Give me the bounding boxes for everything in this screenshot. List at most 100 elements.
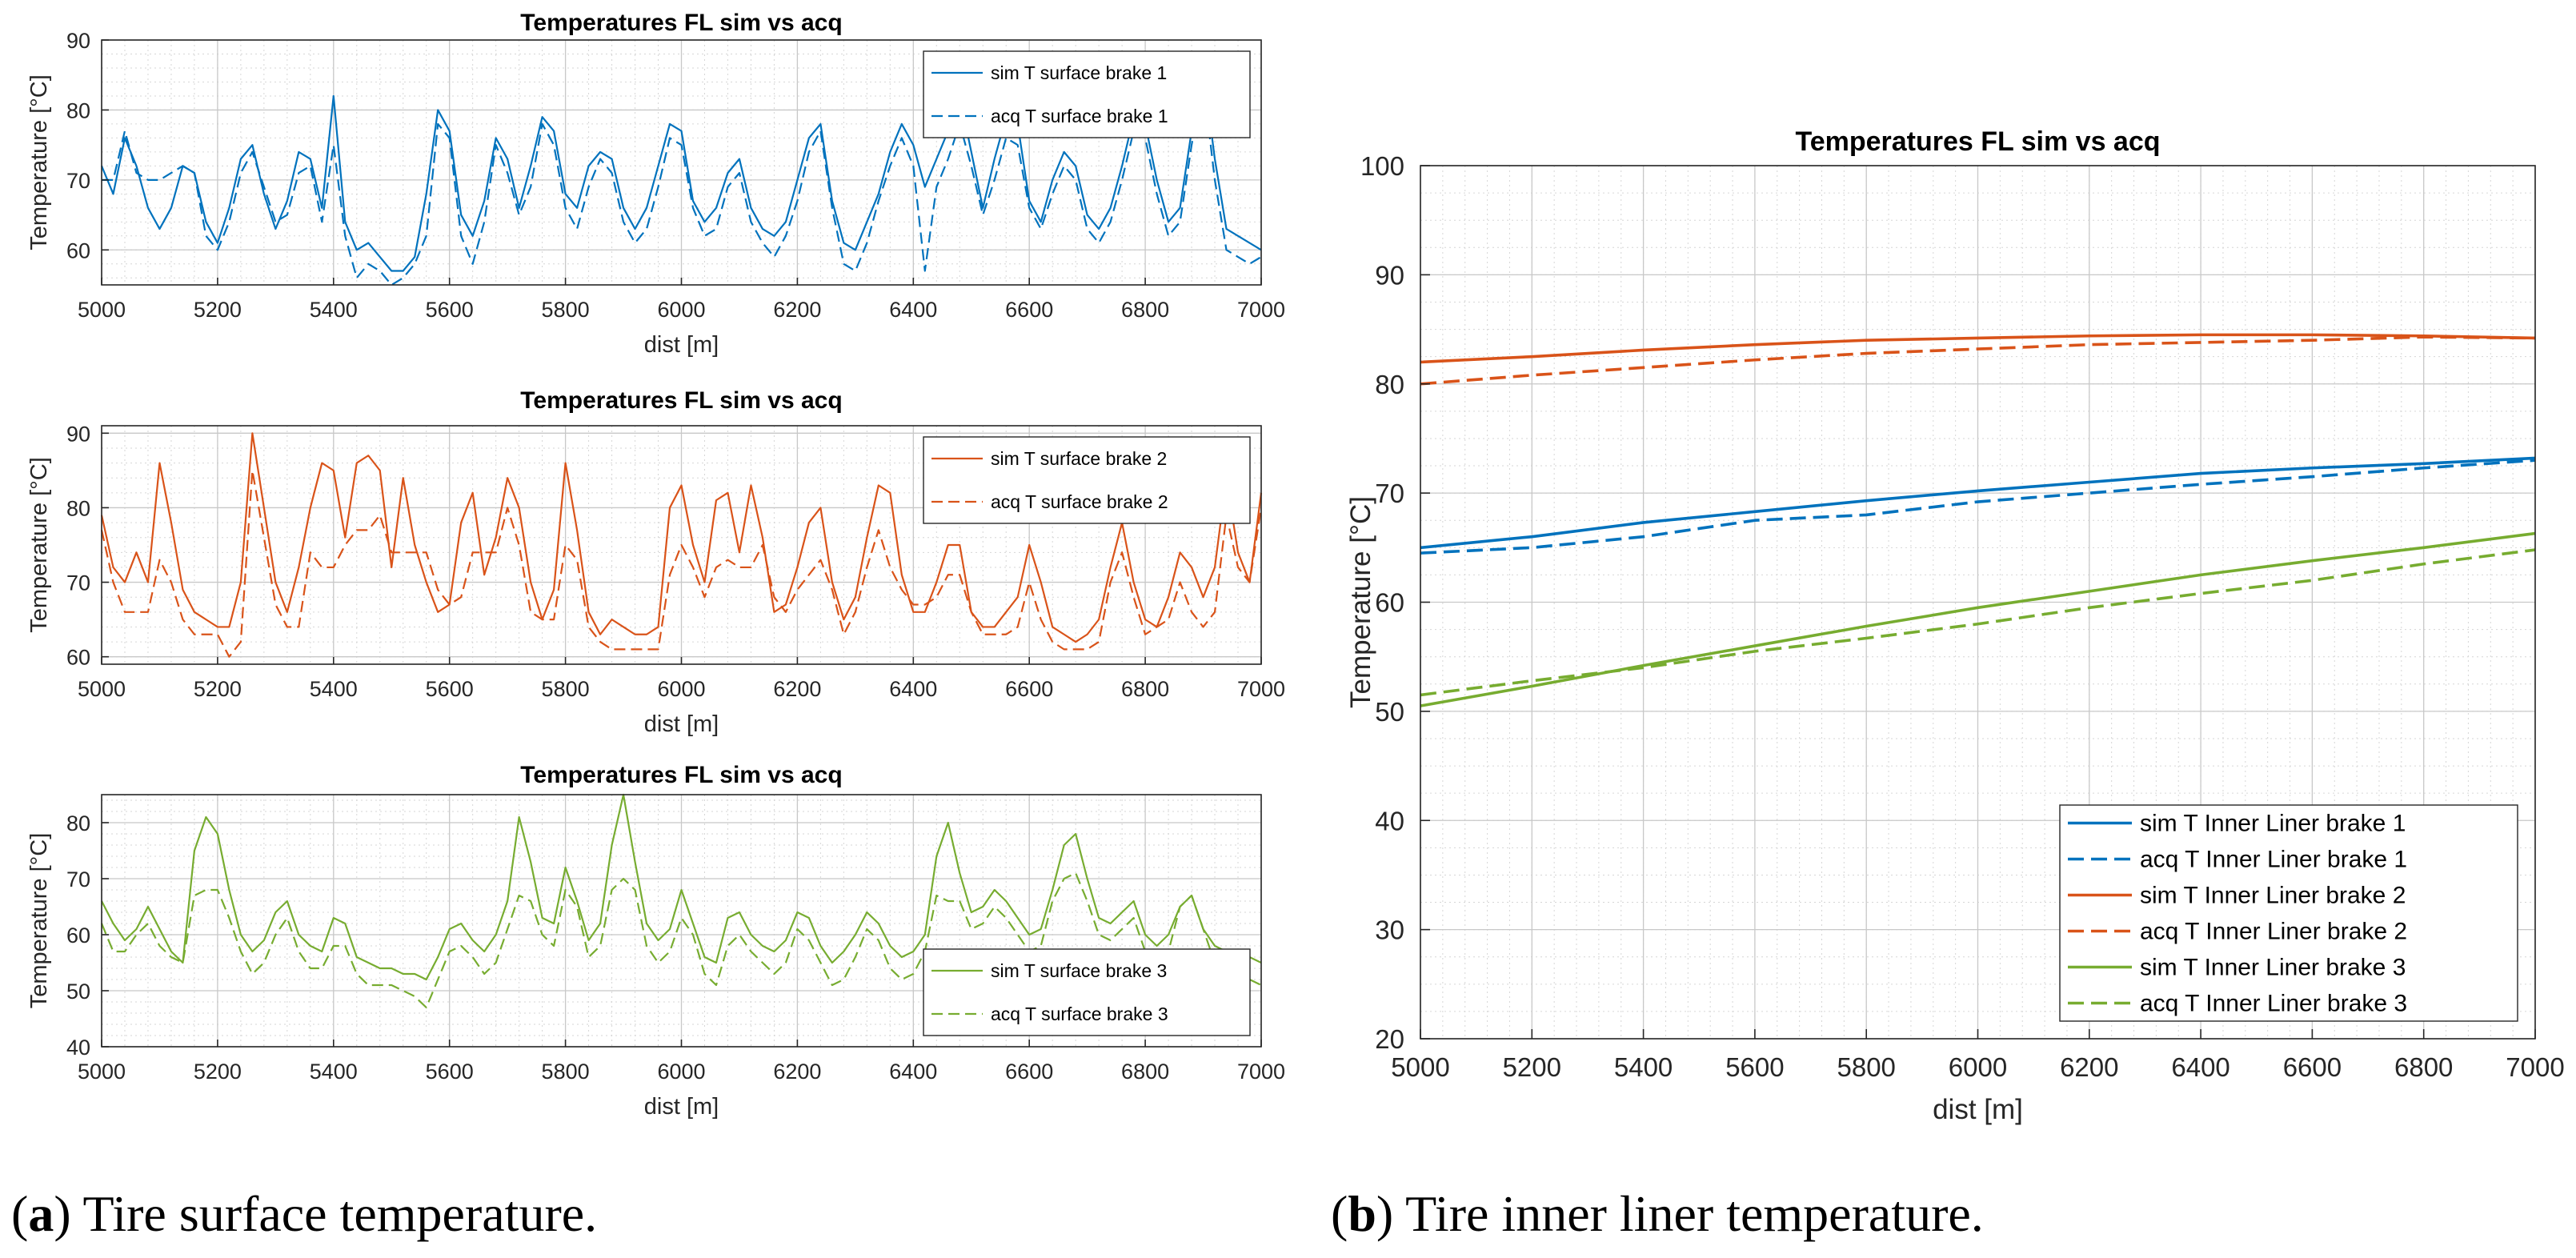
x-tick-label: 5800	[542, 677, 590, 701]
legend-label-2: acq T surface brake 1	[991, 106, 1168, 126]
series-line-2	[100, 469, 1263, 658]
series-line-2	[1420, 459, 2536, 555]
series-line-2	[100, 871, 1262, 1009]
y-tick-label: 70	[1375, 479, 1404, 508]
x-tick-label: 6200	[773, 298, 821, 322]
x-tick-label: 6200	[773, 677, 821, 701]
chart-title: Temperatures FL sim vs acq	[520, 10, 842, 36]
legend-label-1: sim T Inner Liner brake 1	[2140, 811, 2406, 837]
legend-box	[923, 948, 1251, 1036]
x-tick-label: 5000	[1391, 1052, 1449, 1082]
x-tick-label: 5000	[78, 1060, 126, 1084]
x-tick-label: 6000	[657, 1060, 705, 1084]
x-tick-label: 5800	[542, 1060, 590, 1084]
x-tick-label: 6800	[1121, 1060, 1169, 1084]
chart-title: Temperatures FL sim vs acq	[1795, 126, 2160, 157]
x-tick-label: 6000	[657, 298, 705, 322]
y-tick-label: 50	[66, 980, 90, 1004]
series-line-6	[1420, 548, 2536, 697]
x-tick-label: 7000	[1237, 298, 1285, 322]
x-tick-label: 5800	[1837, 1052, 1895, 1082]
legend-label-6: acq T Inner Liner brake 3	[2140, 991, 2407, 1017]
y-tick-label: 50	[1375, 697, 1404, 727]
y-tick-label: 90	[66, 422, 90, 446]
legend-box	[2059, 804, 2518, 1022]
x-tick-label: 7000	[1237, 677, 1285, 701]
x-axis-label: dist [m]	[644, 332, 719, 358]
y-axis-label: Temperature [°C]	[26, 74, 52, 250]
y-tick-label: 60	[66, 923, 90, 948]
series-line-1	[100, 66, 1262, 272]
y-tick-label: 70	[66, 169, 90, 193]
legend-label-3: sim T Inner Liner brake 2	[2140, 883, 2406, 909]
x-tick-label: 5400	[310, 677, 358, 701]
x-tick-label: 5400	[1614, 1052, 1673, 1082]
x-tick-label: 6600	[1005, 298, 1053, 322]
legend-label-1: sim T surface brake 1	[991, 62, 1167, 83]
series-line-2	[102, 81, 1262, 286]
y-axis-label: Temperature [°C]	[1345, 496, 1376, 708]
y-tick-label: 70	[66, 571, 90, 595]
series-line-1	[101, 793, 1262, 981]
x-tick-label: 6800	[2394, 1052, 2453, 1082]
x-tick-label: 5600	[426, 1060, 474, 1084]
legend-box	[923, 50, 1251, 138]
chart-surface-brake-2: 5000 5200 5400 5600 5800 6000 6200 6400 6600 6800…	[26, 387, 1285, 737]
caption-a: (a) Tire surface temperature.	[11, 1185, 598, 1242]
x-tick-label: 5400	[310, 1060, 358, 1084]
x-tick-label: 5600	[426, 298, 474, 322]
y-tick-label: 80	[66, 811, 90, 835]
legend-box	[923, 436, 1251, 524]
y-tick-label: 100	[1360, 151, 1404, 181]
x-tick-label: 5200	[1503, 1052, 1561, 1082]
series-line-3	[1420, 333, 2536, 364]
x-tick-label: 6400	[2171, 1052, 2229, 1082]
y-tick-label: 80	[66, 98, 90, 122]
x-tick-label: 5800	[542, 298, 590, 322]
caption-b: (b) Tire inner liner temperature.	[1331, 1185, 1984, 1242]
x-tick-label: 5600	[1725, 1052, 1784, 1082]
chart-title: Temperatures FL sim vs acq	[520, 387, 842, 414]
y-tick-label: 60	[66, 646, 90, 670]
y-axis-label: Temperature [°C]	[26, 457, 52, 633]
x-tick-label: 5200	[194, 677, 242, 701]
x-tick-label: 6600	[1005, 1060, 1053, 1084]
x-tick-label: 6800	[1121, 298, 1169, 322]
legend-label-2: acq T Inner Liner brake 1	[2140, 847, 2407, 873]
y-tick-label: 40	[66, 1036, 90, 1060]
x-tick-label: 6000	[1949, 1052, 2007, 1082]
y-tick-label: 60	[1375, 588, 1404, 618]
x-axis-label: dist [m]	[644, 711, 719, 737]
chart-surface-brake-3: 5000 5200 5400 5600 5800 6000 6200 6400 6600 6800…	[26, 762, 1285, 1120]
chart-title: Temperatures FL sim vs acq	[520, 762, 842, 788]
x-tick-label: 6600	[2283, 1052, 2342, 1082]
legend-label-1: sim T surface brake 3	[991, 960, 1167, 981]
x-tick-label: 6000	[657, 677, 705, 701]
x-tick-label: 5200	[194, 298, 242, 322]
series-line-4	[1420, 335, 2536, 386]
x-tick-label: 5600	[426, 677, 474, 701]
y-tick-label: 80	[1375, 370, 1404, 399]
x-tick-label: 5000	[78, 677, 126, 701]
x-tick-label: 6200	[2060, 1052, 2118, 1082]
legend-label-2: acq T surface brake 2	[991, 491, 1168, 512]
chart-inner-liner: 5000 5200 5400 5600 5800 6000 6200 6400 6600 6800…	[1345, 126, 2565, 1125]
series-line-1	[1420, 456, 2536, 550]
y-tick-label: 80	[66, 496, 90, 520]
y-tick-label: 40	[1375, 806, 1404, 835]
y-tick-label: 70	[66, 867, 90, 891]
y-tick-label: 90	[66, 29, 90, 53]
x-tick-label: 5200	[194, 1060, 242, 1084]
y-tick-label: 90	[1375, 260, 1404, 290]
legend-label-2: acq T surface brake 3	[991, 1004, 1168, 1024]
chart-surface-brake-1: 5000 5200 5400 5600 5800 6000 6200 6400 6600 6800…	[26, 10, 1285, 358]
legend-label-4: acq T Inner Liner brake 2	[2140, 919, 2407, 945]
y-tick-label: 30	[1375, 915, 1404, 945]
x-tick-label: 6600	[1005, 677, 1053, 701]
series-line-1	[100, 432, 1263, 643]
legend-label-1: sim T surface brake 2	[991, 448, 1167, 469]
x-axis-label: dist [m]	[644, 1094, 719, 1120]
legend-label-5: sim T Inner Liner brake 3	[2140, 955, 2406, 981]
y-tick-label: 60	[66, 238, 90, 262]
